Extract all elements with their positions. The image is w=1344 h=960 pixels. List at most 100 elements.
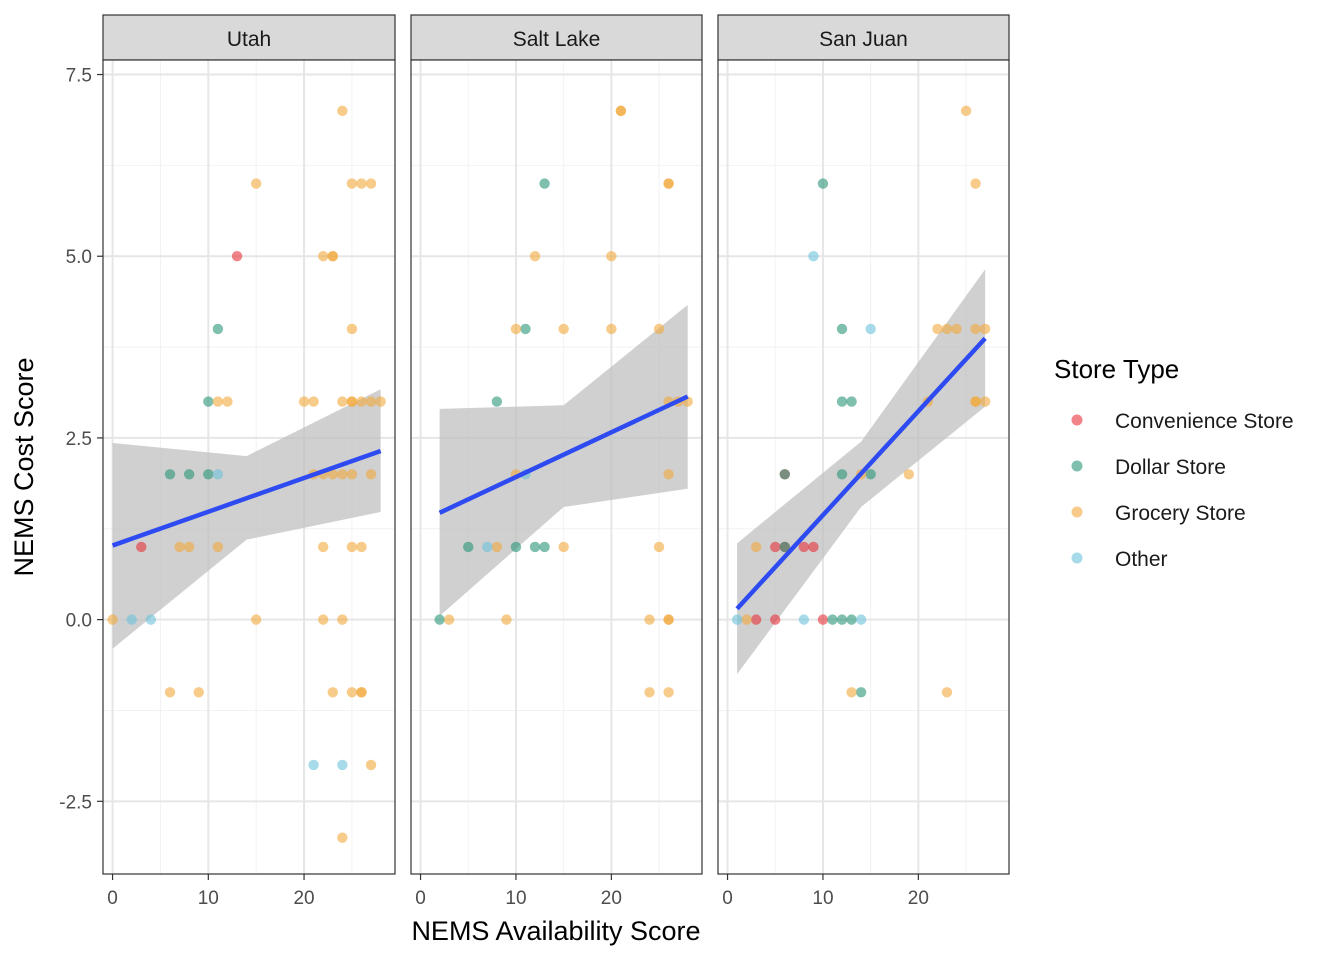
data-point-convenience-store — [770, 614, 781, 625]
data-point-grocery-store — [164, 687, 176, 698]
y-tick-label: 0.0 — [66, 611, 92, 632]
data-point-grocery-store — [317, 614, 329, 625]
data-point-dollar-store — [836, 396, 848, 407]
data-point-grocery-store — [365, 469, 377, 480]
data-point-dollar-store — [779, 469, 790, 480]
data-point-grocery-store — [644, 687, 655, 698]
data-point-dollar-store — [164, 469, 176, 480]
data-point-grocery-store — [960, 105, 972, 117]
data-point-grocery-store — [250, 178, 262, 189]
data-point-grocery-store — [356, 178, 367, 189]
data-point-grocery-store — [644, 614, 655, 625]
data-point-dollar-store — [836, 323, 848, 335]
data-point-dollar-store — [510, 541, 522, 553]
data-point-convenience-store — [750, 614, 762, 625]
data-point-dollar-store — [827, 614, 838, 625]
facet-strip — [410, 14, 703, 61]
data-point-grocery-store — [501, 614, 512, 625]
data-point-grocery-store — [337, 469, 348, 480]
data-point-grocery-store — [365, 759, 377, 771]
data-point-grocery-store — [346, 541, 358, 553]
data-point-other — [855, 614, 867, 625]
data-point-dollar-store — [212, 323, 224, 335]
facet-strip-label: San Juan — [819, 28, 908, 51]
data-point-grocery-store — [346, 323, 358, 335]
data-point-grocery-store — [365, 396, 377, 407]
data-point-dollar-store — [846, 396, 857, 407]
data-point-grocery-store — [741, 614, 752, 625]
legend-item-grocery-store: Grocery Store — [1071, 502, 1246, 525]
data-point-grocery-store — [317, 541, 329, 553]
data-point-grocery-store — [941, 323, 953, 335]
data-point-grocery-store — [653, 323, 665, 335]
data-point-grocery-store — [356, 396, 367, 407]
data-point-grocery-store — [846, 687, 857, 698]
data-point-grocery-store — [941, 687, 953, 698]
data-point-grocery-store — [222, 396, 233, 407]
x-axis-title: NEMS Availability Score — [411, 916, 700, 946]
data-point-grocery-store — [356, 541, 367, 553]
legend-title: Store Type — [1054, 354, 1179, 384]
data-point-grocery-store — [346, 178, 358, 189]
data-point-grocery-store — [510, 323, 522, 335]
data-point-grocery-store — [193, 687, 204, 698]
data-point-grocery-store — [337, 396, 348, 407]
data-point-grocery-store — [212, 396, 224, 407]
data-point-grocery-store — [183, 541, 195, 553]
data-point-other — [337, 759, 348, 771]
data-point-grocery-store — [606, 251, 617, 262]
data-point-dollar-store — [434, 614, 445, 625]
data-point-convenience-store — [808, 541, 819, 553]
y-tick-label: -2.5 — [59, 792, 92, 813]
legend-key — [1071, 460, 1083, 472]
data-point-dollar-store — [539, 541, 550, 553]
legend-item-other: Other — [1071, 548, 1168, 571]
data-point-grocery-store — [979, 396, 991, 407]
data-point-grocery-store — [365, 178, 377, 189]
data-point-grocery-store — [337, 105, 348, 117]
data-point-grocery-store — [107, 614, 118, 625]
confidence-band — [439, 304, 688, 616]
data-point-other — [212, 469, 224, 480]
data-point-other — [865, 323, 876, 335]
panel-salt-lake: Salt Lake — [410, 14, 703, 875]
legend-key — [1071, 414, 1083, 426]
data-point-grocery-store — [308, 396, 319, 407]
axes: 0 10 20 0 10 20 0 10 20 -2.5 0.0 2.5 5.0 7.5 — [59, 66, 929, 909]
data-point-grocery-store — [606, 323, 617, 335]
data-point-grocery-store — [337, 614, 348, 625]
data-point-other — [308, 759, 319, 771]
facet-strip-label: Utah — [227, 28, 271, 51]
facet-strip-label: Salt Lake — [513, 28, 601, 51]
data-point-grocery-store — [615, 105, 627, 117]
data-point-dollar-store — [183, 469, 195, 480]
facet-strip — [717, 14, 1010, 61]
data-point-dollar-store — [836, 469, 848, 480]
data-point-other — [808, 251, 819, 262]
legend-label: Grocery Store — [1115, 502, 1246, 525]
data-point-grocery-store — [663, 178, 674, 189]
data-point-grocery-store — [327, 251, 338, 262]
data-point-grocery-store — [375, 396, 386, 407]
data-point-convenience-store — [770, 541, 781, 553]
data-point-dollar-store — [463, 541, 474, 553]
data-point-convenience-store — [231, 251, 243, 262]
x-tick-label: 20 — [293, 888, 314, 909]
legend-label: Other — [1115, 548, 1168, 571]
data-point-grocery-store — [346, 469, 358, 480]
data-point-grocery-store — [750, 541, 762, 553]
data-point-grocery-store — [663, 469, 674, 480]
panel-border — [717, 59, 1010, 875]
confidence-band — [112, 389, 381, 649]
x-tick-label: 0 — [722, 888, 733, 909]
data-point-dollar-store — [817, 178, 829, 189]
x-tick-label: 10 — [505, 888, 526, 909]
panel-border — [410, 59, 703, 875]
data-point-grocery-store — [932, 323, 943, 335]
data-point-dollar-store — [779, 541, 790, 553]
data-point-grocery-store — [558, 323, 569, 335]
data-point-dollar-store — [491, 396, 503, 407]
legend-label: Convenience Store — [1115, 410, 1294, 433]
data-point-grocery-store — [356, 687, 367, 698]
